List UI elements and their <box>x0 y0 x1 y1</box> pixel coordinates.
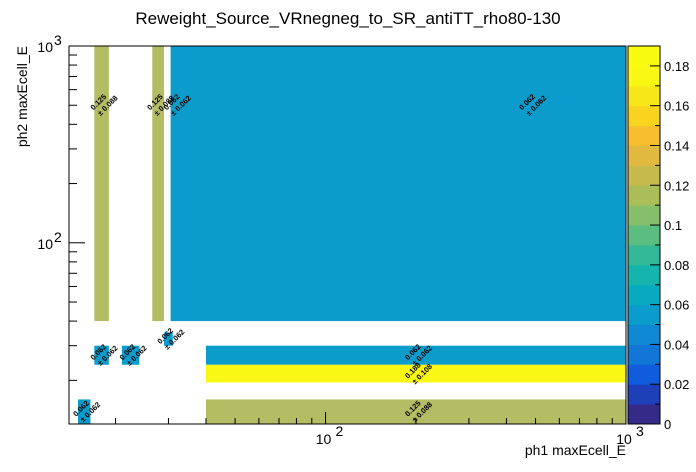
heatmap-cell <box>78 399 91 424</box>
x-tick-exponent: 2 <box>336 423 344 439</box>
colorbar: 0 0.02 0.04 0.06 0.08 0.1 0.12 0.14 0.16 0.18 <box>627 45 689 432</box>
heatmap-cells <box>78 46 626 424</box>
colorbar-segment <box>628 65 660 87</box>
y-tick-label: 10 <box>37 39 53 55</box>
cell-label-group: 0.062± 0.062 <box>155 326 186 351</box>
colorbar-segment <box>628 264 660 286</box>
heatmap-cell <box>205 364 626 383</box>
colorbar-segment <box>628 364 660 385</box>
y-axis-title: ph2 maxEcell_E <box>14 46 30 147</box>
colorbar-tick-label: 0.06 <box>664 298 689 313</box>
colorbar-segment <box>628 324 660 345</box>
x-tick-label: 10 <box>616 431 632 447</box>
colorbar-segment <box>628 284 660 306</box>
colorbar-tick-label: 0.04 <box>664 337 689 352</box>
colorbar-segment <box>628 165 660 186</box>
colorbar-tick-label: 0.14 <box>664 138 689 153</box>
colorbar-segment <box>628 85 660 107</box>
colorbar-segment <box>628 46 660 67</box>
cell-label-group: 0.062± 0.062 <box>71 399 102 424</box>
heatmap-cell <box>94 345 109 365</box>
x-tick-exponent: 3 <box>636 423 644 439</box>
colorbar-segment <box>628 185 660 206</box>
colorbar-segment <box>628 244 660 266</box>
colorbar-segment <box>628 304 660 326</box>
x-axis-title: ph1 maxEcell_E <box>525 442 626 458</box>
colorbar-tick-label: 0.16 <box>664 99 689 114</box>
colorbar-segment <box>628 344 660 365</box>
y-tick-exponent: 2 <box>54 229 62 245</box>
heatmap-cell <box>94 46 109 322</box>
x-tick-label: 10 <box>316 431 332 447</box>
y-tick-label: 10 <box>37 236 53 252</box>
colorbar-segment <box>628 145 660 166</box>
heatmap-cell <box>164 332 173 346</box>
colorbar-segment <box>628 225 660 246</box>
y-tick-exponent: 3 <box>54 32 62 48</box>
colorbar-segment <box>628 105 660 127</box>
heatmap-cell <box>121 345 140 365</box>
chart-title: Reweight_Source_VRnegneg_to_SR_antiTT_rh… <box>135 9 560 28</box>
colorbar-tick-label: 0.1 <box>664 218 682 233</box>
heatmap-cell <box>170 46 626 322</box>
colorbar-tick-label: 0 <box>664 417 671 432</box>
plot-frame <box>68 45 627 425</box>
colorbar-tick-label: 0.12 <box>664 178 689 193</box>
colorbar-segment <box>628 404 660 425</box>
colorbar-segment <box>628 125 660 146</box>
heatmap-cell <box>152 46 165 322</box>
colorbar-frame <box>627 45 661 425</box>
colorbar-segment <box>628 384 660 405</box>
colorbar-tick-label: 0.18 <box>664 59 689 74</box>
colorbar-tick-label: 0.02 <box>664 377 689 392</box>
axes: 10 2 10 310 210 3 <box>37 32 644 447</box>
colorbar-tick-label: 0.08 <box>664 258 689 273</box>
cell-label-group: 0.062± 0.062 <box>89 342 120 367</box>
colorbar-segment <box>628 205 660 226</box>
heatmap-cell <box>205 345 626 365</box>
